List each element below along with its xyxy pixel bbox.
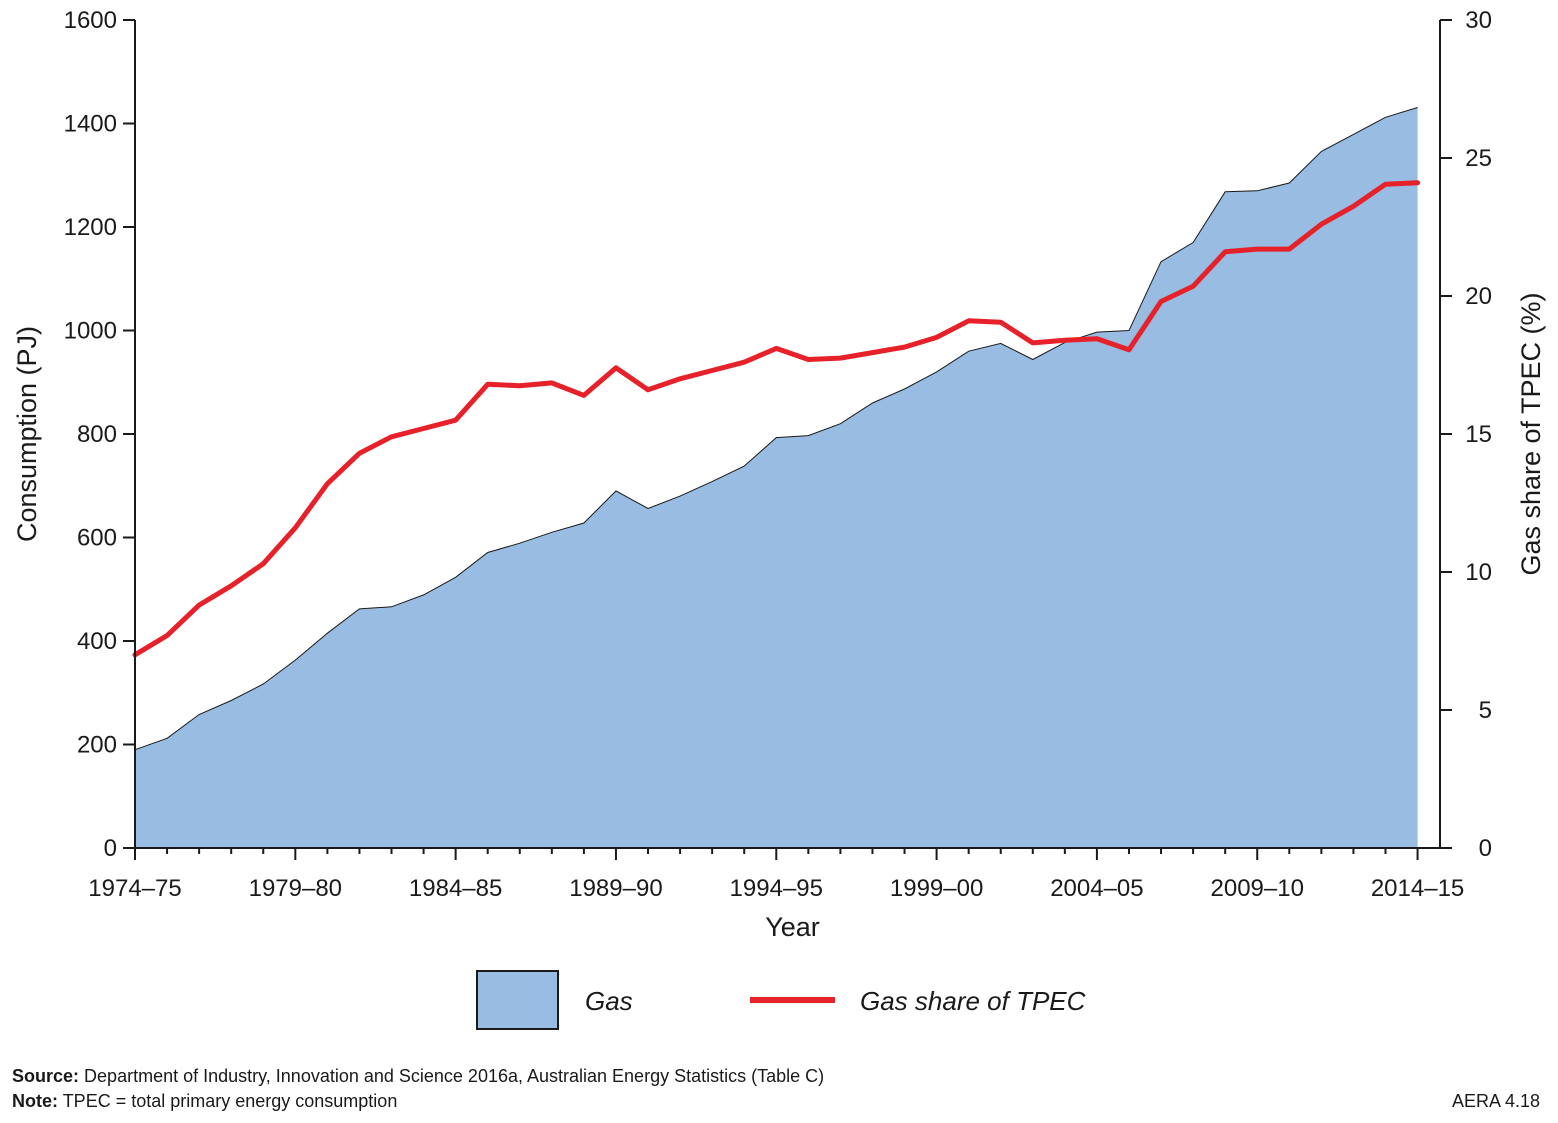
y2-tick-label: 15 xyxy=(1465,421,1492,448)
gas-share-line xyxy=(132,180,1421,658)
source-label: Source: xyxy=(12,1066,80,1086)
x-tick-label: 2014–15 xyxy=(1371,875,1464,902)
x-tick-label: 1989–90 xyxy=(569,875,662,902)
y2-tick-label: 25 xyxy=(1465,145,1492,172)
y2-tick-label: 20 xyxy=(1465,283,1492,310)
y-tick-label: 1400 xyxy=(64,111,117,138)
y-axis-title: Consumption (PJ) xyxy=(12,326,42,542)
legend-label-share: Gas share of TPEC xyxy=(860,986,1086,1016)
x-tick-label: 1994–95 xyxy=(730,875,823,902)
y-tick-label: 400 xyxy=(77,628,117,655)
source-note: Source: Department of Industry, Innovati… xyxy=(12,1064,824,1088)
y-tick-label: 800 xyxy=(77,421,117,448)
y2-tick-label: 10 xyxy=(1465,559,1492,586)
x-tick-label: 1984–85 xyxy=(409,875,502,902)
x-tick-label: 1974–75 xyxy=(88,875,181,902)
note-label: Note: xyxy=(12,1091,58,1111)
footnote: Note: TPEC = total primary energy consum… xyxy=(12,1089,397,1113)
gas-area xyxy=(135,107,1418,848)
note-text: TPEC = total primary energy consumption xyxy=(62,1091,398,1111)
x-tick-label: 2004–05 xyxy=(1050,875,1143,902)
legend: Gas Gas share of TPEC xyxy=(476,970,1086,1030)
x-axis-title: Year xyxy=(765,912,820,942)
y2-tick-label: 30 xyxy=(1465,7,1492,34)
y-tick-label: 1200 xyxy=(64,214,117,241)
y-tick-label: 0 xyxy=(104,835,117,862)
y2-tick-label: 5 xyxy=(1479,697,1492,724)
figure-id: AERA 4.18 xyxy=(1451,1091,1540,1111)
legend-swatch-gas xyxy=(476,970,559,1030)
x-tick-label: 2009–10 xyxy=(1211,875,1304,902)
y-tick-label: 1000 xyxy=(64,318,117,345)
legend-label-gas: Gas xyxy=(585,986,633,1016)
gas-area-outline xyxy=(134,107,1418,751)
y2-tick-label: 0 xyxy=(1479,835,1492,862)
x-tick-label: 1999–00 xyxy=(890,875,983,902)
chart: 0 200 400 600 800 1000 1200 1400 1600 0 5 10 15 20 25 3… xyxy=(12,7,1546,1030)
axes: 0 200 400 600 800 1000 1200 1400 1600 0 5 10 15 20 25 3… xyxy=(12,7,1546,942)
source-text: Department of Industry, Innovation and S… xyxy=(84,1066,825,1086)
x-tick-label: 1979–80 xyxy=(249,875,342,902)
y-tick-label: 200 xyxy=(77,732,117,759)
plot-area xyxy=(132,107,1421,848)
y-tick-label: 1600 xyxy=(64,7,117,34)
y-tick-label: 600 xyxy=(77,525,117,552)
y2-axis-title: Gas share of TPEC (%) xyxy=(1516,292,1546,575)
